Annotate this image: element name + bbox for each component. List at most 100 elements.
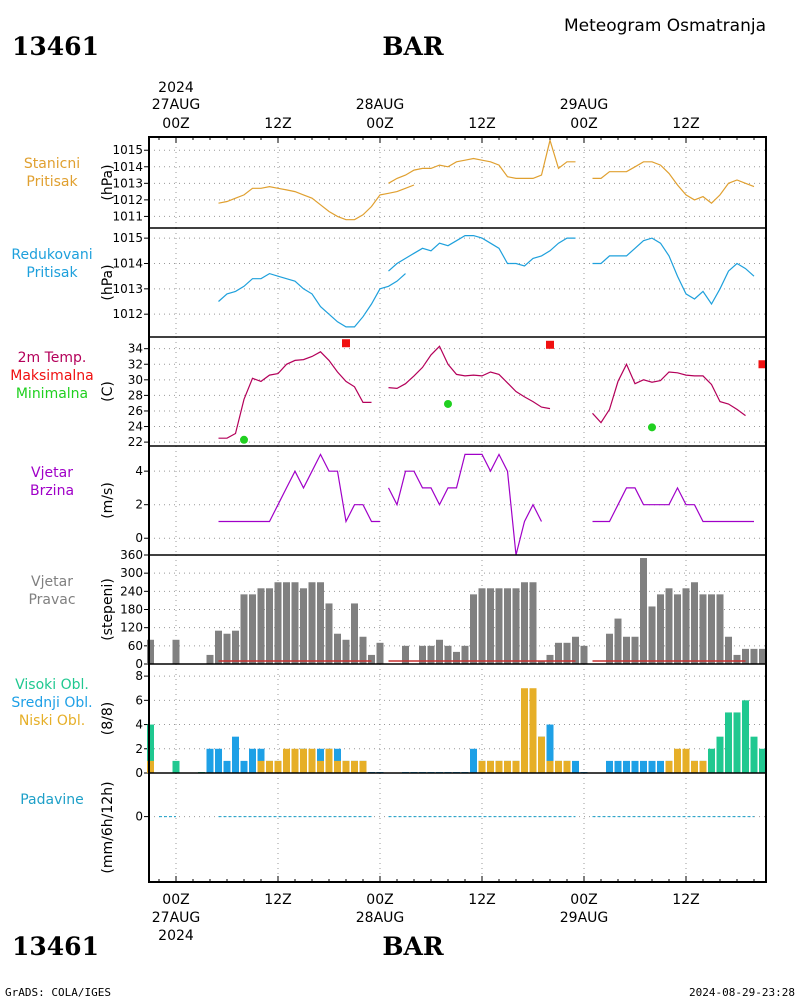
cloud-bar — [274, 760, 282, 773]
top-hour-label: 12Z — [468, 116, 495, 132]
y-tick-label: 2 — [135, 742, 143, 756]
panel-7: 0 (mm/6h/12h) Padavine — [20, 773, 766, 882]
top-day-label: 29AUG — [560, 97, 609, 113]
series-line — [218, 453, 380, 524]
y-tick-label: 1012 — [112, 307, 143, 321]
y-axis-unit: (stepeni) — [100, 578, 116, 641]
wind-dir-bar — [470, 594, 477, 664]
y-tick-label: 8 — [135, 669, 143, 683]
bottom-hour-label: 00Z — [570, 892, 597, 908]
y-tick-label: 34 — [128, 342, 143, 356]
cloud-bar — [640, 760, 647, 773]
wind-dir-bar — [495, 588, 503, 664]
cloud-bar — [223, 760, 231, 773]
wind-dir-bar — [555, 642, 562, 664]
cloud-bar — [172, 760, 180, 773]
y-axis-unit: (mm/6h/12h) — [100, 781, 116, 873]
panel-label-line: Vjetar — [31, 574, 73, 590]
series-line — [592, 486, 754, 523]
wind-dir-bar — [427, 645, 435, 664]
top-axis-year: 2024 — [158, 80, 194, 96]
wind-dir-bar — [283, 582, 290, 664]
y-tick-label: 0 — [135, 766, 143, 780]
wind-dir-bar — [300, 588, 307, 664]
wind-dir-bar — [691, 582, 698, 664]
wind-dir-bar — [274, 582, 282, 664]
y-tick-label: 1012 — [112, 193, 143, 207]
cloud-bar — [478, 760, 486, 773]
cloud-bar — [147, 760, 154, 773]
y-tick-label: 240 — [120, 584, 143, 598]
wind-dir-bar — [402, 645, 409, 664]
station-id-bottom: 13461 — [12, 932, 99, 961]
top-hour-label: 00Z — [162, 116, 189, 132]
wind-dir-bar — [572, 636, 579, 664]
panel-label-line: Redukovani — [11, 247, 92, 263]
cloud-bar — [674, 748, 681, 773]
wind-dir-bar — [521, 582, 528, 664]
wind-dir-bar — [232, 630, 239, 664]
cloud-bar — [342, 760, 350, 773]
wind-dir-bar — [291, 582, 299, 664]
tmax-marker — [342, 339, 350, 348]
panel-label-line: Visoki Obl. — [15, 677, 89, 693]
series-line — [388, 235, 576, 272]
cloud-bar — [232, 736, 239, 773]
tmax-marker — [546, 340, 554, 349]
cloud-bar — [529, 688, 537, 773]
bottom-hour-label: 00Z — [162, 892, 189, 908]
wind-dir-bar — [487, 588, 494, 664]
wind-dir-bar — [648, 606, 656, 664]
y-tick-label: 4 — [135, 464, 143, 478]
wind-dir-bar — [750, 648, 758, 664]
wind-dir-bar — [147, 639, 154, 664]
y-tick-label: 22 — [128, 435, 143, 449]
wind-dir-bar — [206, 654, 214, 664]
top-hour-label: 12Z — [264, 116, 291, 132]
wind-dir-bar — [308, 582, 316, 664]
cloud-bar — [716, 736, 724, 773]
y-axis-unit: (8/8) — [100, 702, 116, 735]
y-tick-label: 1014 — [112, 160, 143, 174]
cloud-bar — [538, 736, 545, 773]
cloud-bar — [147, 724, 154, 773]
cloud-bar — [308, 748, 316, 773]
y-tick-label: 1015 — [112, 143, 143, 157]
y-tick-label: 6 — [135, 693, 143, 707]
bottom-hour-label: 00Z — [366, 892, 393, 908]
wind-dir-bar — [631, 636, 639, 664]
station-name-bottom: BAR — [382, 932, 444, 961]
wind-dir-bar — [606, 633, 613, 664]
time-axis-group: 27AUG 27AUG 00Z 00Z 12Z 12Z 28AUG 28AUG 00Z 00Z 12… — [148, 97, 767, 926]
wind-dir-bar — [657, 594, 664, 664]
y-tick-label: 360 — [120, 548, 143, 562]
wind-dir-bar — [708, 594, 715, 664]
station-id-top: 13461 — [12, 32, 99, 61]
bottom-day-label: 28AUG — [356, 910, 405, 926]
bottom-day-label: 29AUG — [560, 910, 609, 926]
cloud-bar — [266, 760, 273, 773]
cloud-bar — [699, 760, 707, 773]
wind-dir-bar — [759, 648, 766, 664]
panel-label-line: Niski Obl. — [19, 713, 85, 729]
y-tick-label: 1013 — [112, 176, 143, 190]
bottom-hour-label: 12Z — [672, 892, 699, 908]
tmin-marker — [444, 399, 452, 408]
top-hour-label: 12Z — [672, 116, 699, 132]
cloud-bar — [504, 760, 511, 773]
wind-dir-bar — [249, 594, 256, 664]
y-tick-label: 32 — [128, 357, 143, 371]
wind-dir-bar — [546, 654, 554, 664]
wind-dir-bar — [733, 654, 741, 664]
y-tick-label: 0 — [135, 657, 143, 671]
cloud-bar — [325, 748, 333, 773]
series-line — [388, 345, 551, 410]
top-day-label: 28AUG — [356, 97, 405, 113]
y-axis-unit: (m/s) — [100, 482, 116, 519]
cloud-bar — [725, 712, 732, 773]
series-line — [218, 184, 415, 221]
wind-dir-bar — [342, 639, 350, 664]
panel-label-line: Pravac — [28, 592, 75, 608]
cloud-bar — [291, 748, 299, 773]
